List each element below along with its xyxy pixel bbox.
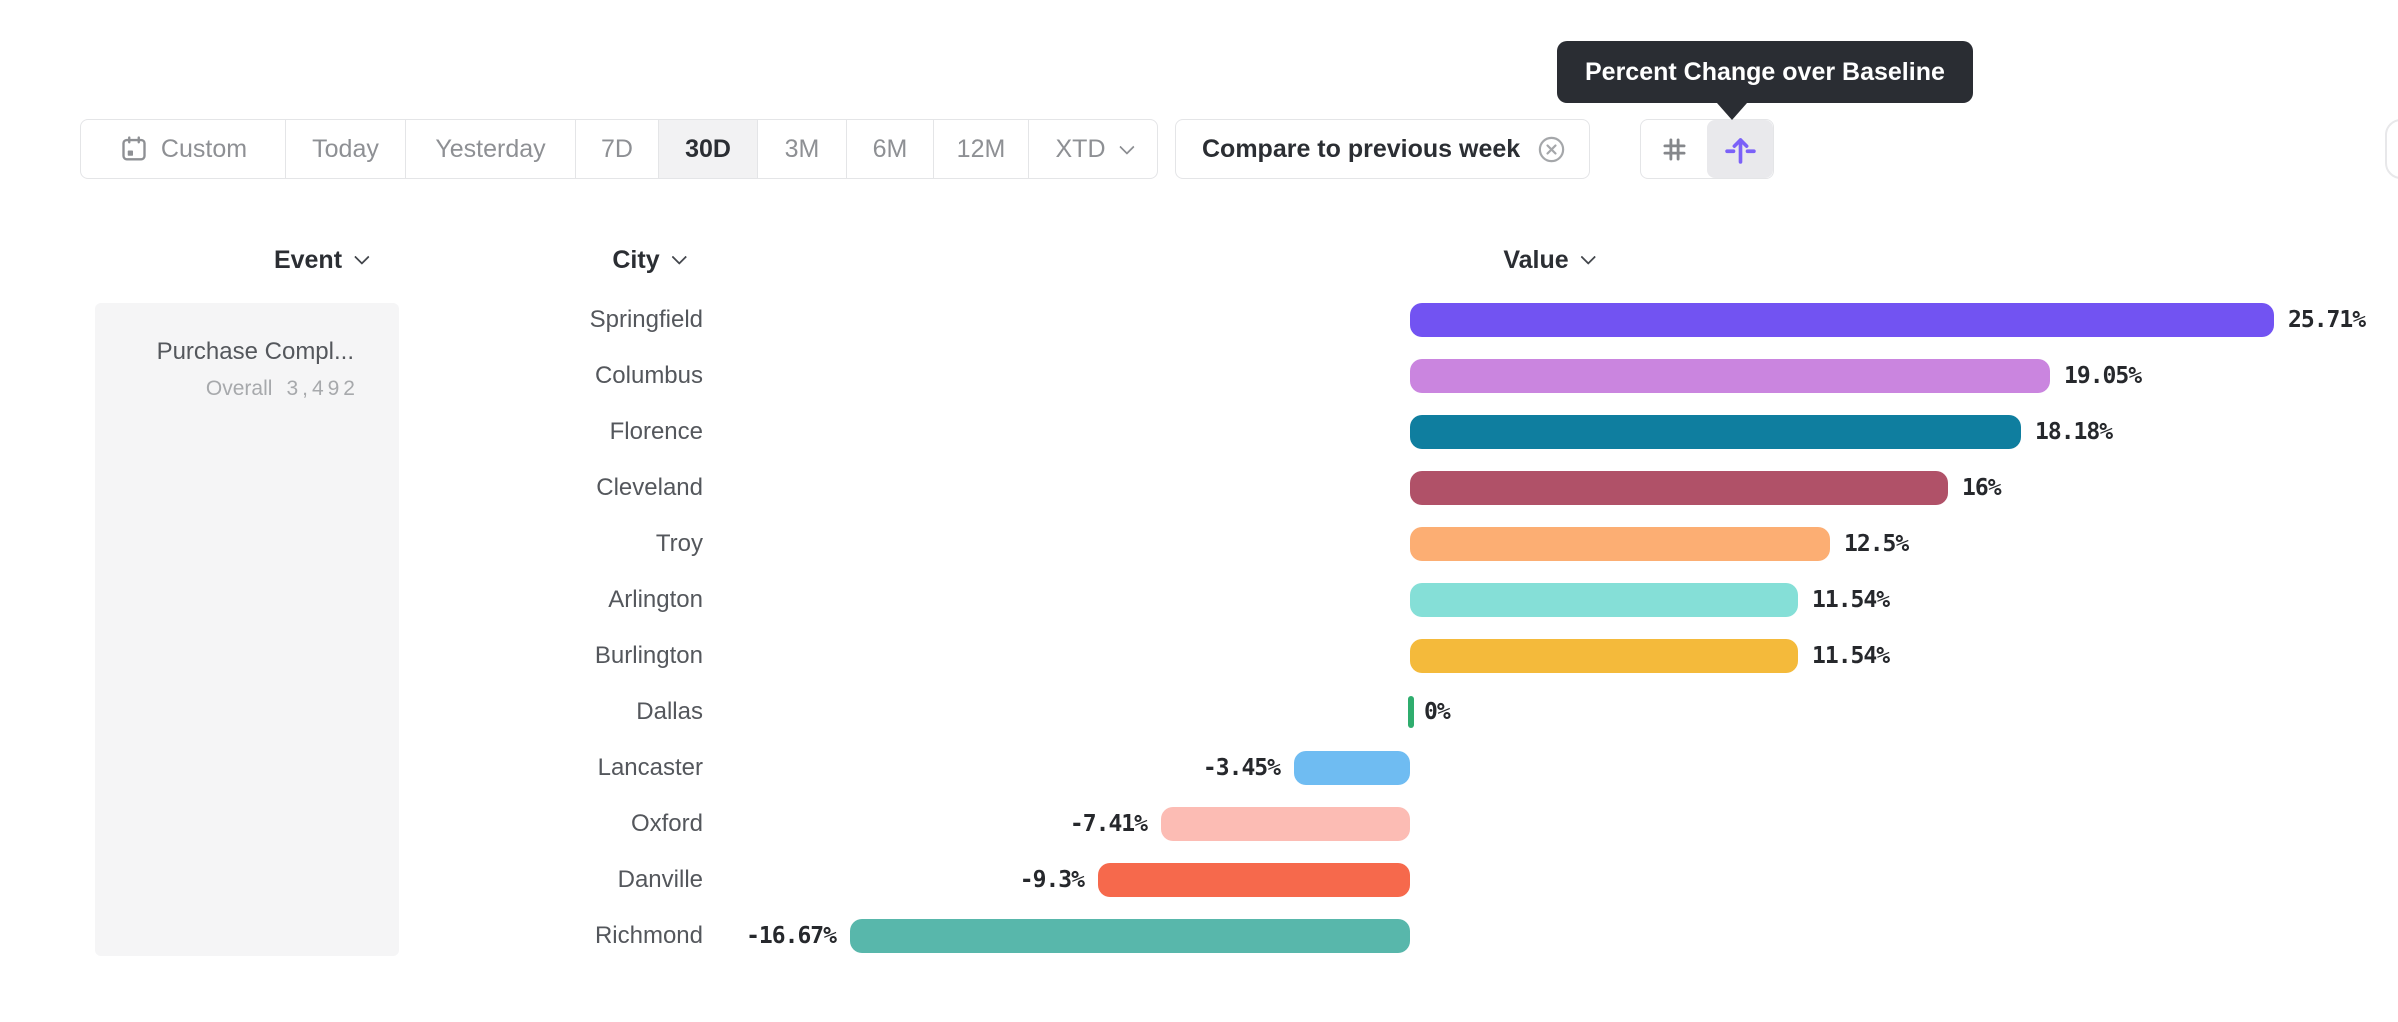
table-row: Burlington 11.54% [0,628,2398,684]
table-row: Lancaster -3.45% [0,740,2398,796]
value-label: -3.45% [1202,755,1281,781]
value-bar[interactable] [1410,583,1798,617]
view-toggle-numbers[interactable] [1641,120,1707,178]
table-row: Oxford -7.41% [0,796,2398,852]
column-header-label: City [612,246,660,274]
city-label: Cleveland [596,474,703,501]
city-label: Richmond [594,922,703,949]
date-range-7d[interactable]: 7D [576,120,659,178]
column-header-city[interactable]: City [612,246,688,275]
date-range-label: Custom [160,134,248,163]
table-row: Arlington 11.54% [0,572,2398,628]
value-bar[interactable] [1410,471,1948,505]
value-bar[interactable] [1410,527,1830,561]
date-range-label: Today [312,134,379,163]
table-row: Columbus 19.05% [0,348,2398,404]
table-row: Cleveland 16% [0,460,2398,516]
table-row: Dallas 0% [0,684,2398,740]
table-row: Richmond -16.67% [0,908,2398,964]
date-range-12m[interactable]: 12M [934,120,1029,178]
date-range-label: 7D [601,134,633,163]
value-bar[interactable] [1410,359,2050,393]
tooltip-percent-change: Percent Change over Baseline [1557,41,1973,120]
table-row: Danville -9.3% [0,852,2398,908]
city-label: Florence [609,418,703,445]
date-range-label: Yesterday [435,134,546,163]
value-bar[interactable] [1161,807,1410,841]
city-label: Arlington [608,586,703,613]
overall-value: 3,492 [286,377,359,400]
date-range-label: 30D [685,134,731,163]
date-range-selector: Custom Today Yesterday [80,119,1158,179]
city-label: Danville [617,866,703,893]
clipped-edge-button[interactable] [2385,119,2398,179]
date-range-3m[interactable]: 3M [758,120,847,178]
date-range-today[interactable]: Today [286,120,406,178]
view-toggle-percent-baseline[interactable] [1707,120,1773,178]
compare-filter[interactable]: Compare to previous week [1175,119,1591,179]
value-label: -16.67% [746,923,837,949]
date-range-6m[interactable]: 6M [847,120,934,178]
city-label: Dallas [636,698,703,725]
table-row: Florence 18.18% [0,404,2398,460]
city-label: Columbus [594,362,703,389]
number-grid-icon [1659,134,1690,165]
value-label: 12.5% [1844,531,1909,557]
value-label: 18.18% [2035,419,2113,445]
date-range-xtd[interactable]: XTD [1029,120,1157,178]
value-bar[interactable] [1408,696,1414,728]
baseline-arrow-icon [1723,132,1758,167]
value-label: 11.54% [1812,643,1890,669]
chevron-down-icon [354,248,370,265]
value-label: 16% [1962,475,2002,501]
value-label: -7.41% [1069,811,1148,837]
value-label: 11.54% [1812,587,1890,613]
city-label: Lancaster [597,754,703,781]
overall-label: Overall [205,377,273,400]
value-label: -9.3% [1019,867,1085,893]
value-bar[interactable] [1410,303,2274,337]
date-range-yesterday[interactable]: Yesterday [406,120,576,178]
value-label: 19.05% [2064,363,2142,389]
date-range-label: 6M [872,134,908,163]
bar-chart: Springfield 25.71% Columbus 19.05% Flore… [0,292,2398,964]
chart-view-toggle [1640,119,1774,179]
value-label: 25.71% [2288,307,2366,333]
value-bar[interactable] [1098,863,1410,897]
date-range-custom[interactable]: Custom [81,120,286,178]
city-label: Troy [655,530,703,557]
table-row: Troy 12.5% [0,516,2398,572]
date-range-label: 3M [784,134,820,163]
event-name: Purchase Compl... [156,338,354,365]
value-bar[interactable] [850,919,1410,953]
column-header-value[interactable]: Value [1503,246,1597,275]
calendar-icon [119,134,149,164]
chevron-down-icon [1118,132,1135,161]
value-bar[interactable] [1294,751,1410,785]
column-header-event[interactable]: Event [273,246,370,275]
column-header-label: Event [273,246,343,274]
tooltip-text: Percent Change over Baseline [1585,57,1945,86]
value-bar[interactable] [1410,415,2021,449]
event-cell[interactable]: Purchase Compl... Overall 3,492 [95,303,399,956]
date-range-label: XTD [1055,134,1106,163]
value-label: 0% [1424,699,1451,725]
value-bar[interactable] [1410,639,1798,673]
city-label: Oxford [630,810,703,837]
table-row: Springfield 25.71% [0,292,2398,348]
city-label: Burlington [594,642,703,669]
date-range-label: 12M [956,134,1006,163]
compare-filter-label: Compare to previous week [1202,134,1521,163]
city-label: Springfield [589,306,703,333]
chevron-down-icon [671,248,688,265]
close-circle-icon[interactable] [1536,134,1567,165]
event-overall: Overall 3,492 [206,377,359,401]
column-header-label: Value [1503,246,1569,274]
date-range-30d[interactable]: 30D [659,120,758,178]
chevron-down-icon [1580,248,1597,265]
tooltip-caret [1717,103,1747,120]
